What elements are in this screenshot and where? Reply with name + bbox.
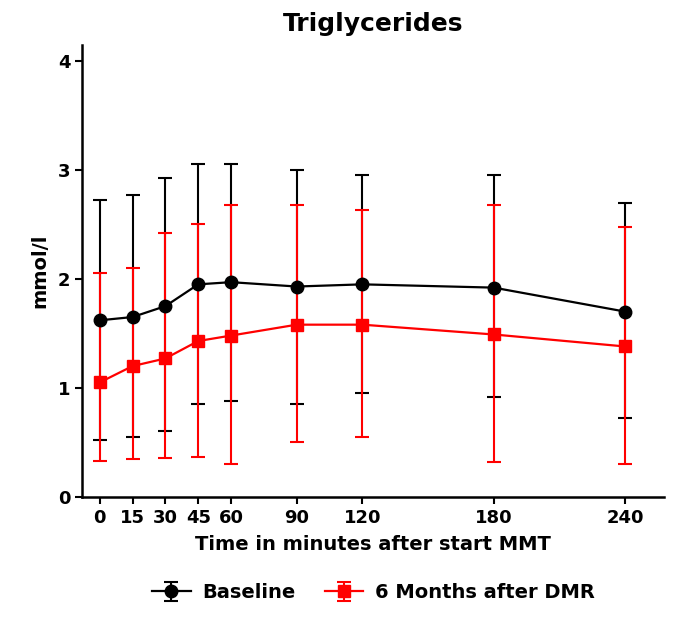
Title: Triglycerides: Triglycerides [283,11,464,36]
Legend: Baseline, 6 Months after DMR: Baseline, 6 Months after DMR [151,583,595,603]
Y-axis label: mmol/l: mmol/l [31,234,49,308]
X-axis label: Time in minutes after start MMT: Time in minutes after start MMT [195,535,551,554]
